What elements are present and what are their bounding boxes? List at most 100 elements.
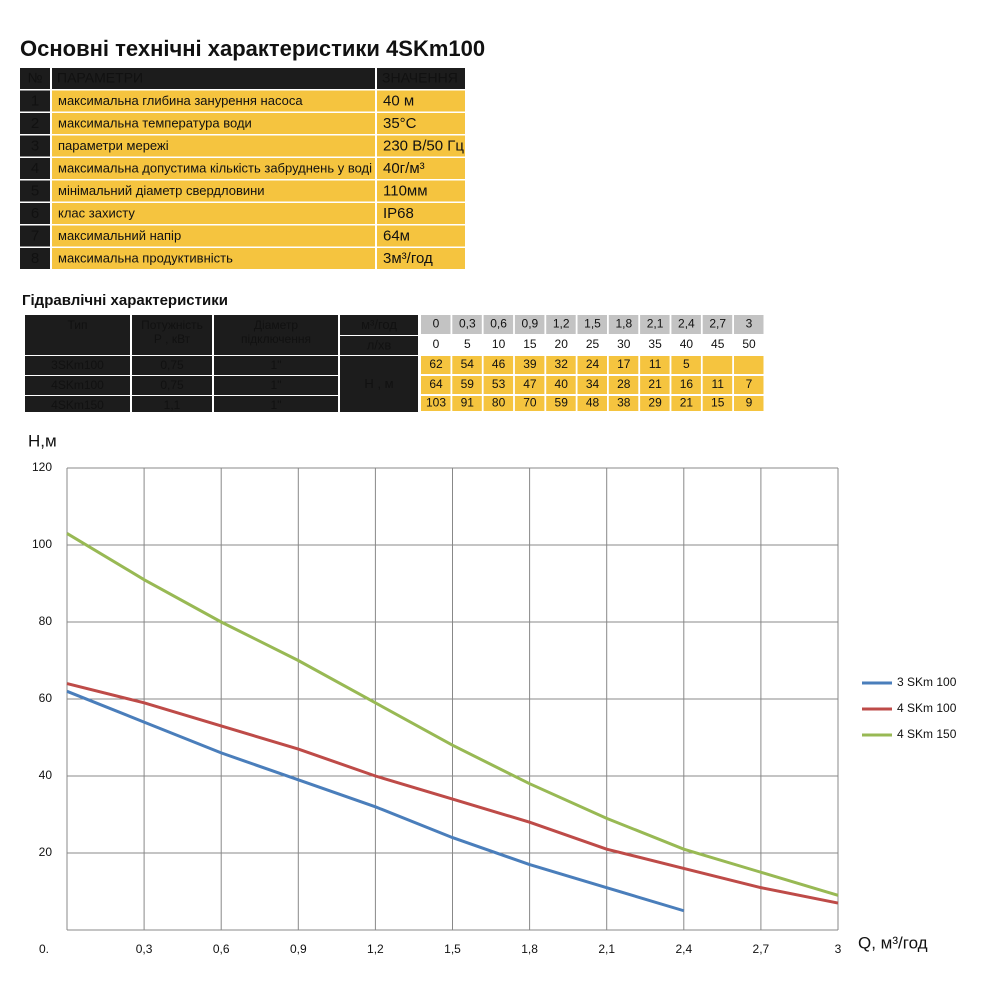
value-text: 11 <box>711 377 724 391</box>
value-cell <box>608 356 639 374</box>
value-text: 48 <box>586 396 600 410</box>
cell-text: максимальна допустима кількість забрудне… <box>58 160 372 175</box>
value-cell <box>640 356 670 374</box>
value-cell <box>483 396 514 411</box>
value-cell <box>546 356 576 374</box>
x-tick-label: 1,2 <box>367 942 384 956</box>
value-cell <box>452 396 482 411</box>
cell-text: 40г/м³ <box>383 160 425 177</box>
header-text: ПАРАМЕТРИ <box>57 70 143 86</box>
cell <box>25 356 130 375</box>
cell <box>52 180 375 202</box>
header-text: Діаметр <box>254 318 298 332</box>
header-cell <box>25 315 130 355</box>
cell-text: 6 <box>31 205 39 222</box>
cell <box>52 248 375 269</box>
value-cell <box>577 376 607 394</box>
value-text: 40 <box>555 377 569 391</box>
cell-text: максимальна температура води <box>58 115 252 130</box>
cell-text: 1,1 <box>164 398 181 412</box>
value-text: 53 <box>492 377 506 391</box>
y-tick-label: 40 <box>39 768 53 782</box>
cell <box>132 396 212 412</box>
value-text: 47 <box>523 377 537 391</box>
cell <box>132 376 212 395</box>
value-text: 34 <box>586 377 600 391</box>
cell-text: 4SKm150 <box>51 398 104 412</box>
value-cell <box>702 396 733 411</box>
cell <box>20 135 50 157</box>
value-text: 64 <box>429 377 443 391</box>
header-cell <box>132 315 212 355</box>
value-cell <box>577 336 607 354</box>
y-tick-label: 20 <box>39 845 53 859</box>
value-text: 38 <box>617 396 631 410</box>
value-cell <box>514 336 545 354</box>
cell-text: 0,75 <box>160 378 184 392</box>
cell <box>52 113 375 134</box>
value-cell <box>514 376 545 394</box>
cell <box>25 376 130 395</box>
value-cell <box>546 336 576 354</box>
cell <box>20 158 50 179</box>
value-text: 103 <box>426 396 446 410</box>
value-cell <box>483 356 514 374</box>
cell-text: параметри мережі <box>58 138 169 153</box>
value-cell <box>546 315 576 334</box>
value-text: 15 <box>711 396 725 410</box>
value-text: 28 <box>617 377 631 391</box>
value-text: 32 <box>555 357 569 371</box>
cell-text: 110мм <box>383 182 428 199</box>
value-cell <box>421 356 451 374</box>
x-tick-label: 0. <box>39 942 49 956</box>
header-text: Р , кВт <box>154 332 191 346</box>
value-cell <box>734 376 764 394</box>
value-text: 16 <box>680 377 694 391</box>
value-text: 17 <box>617 357 631 371</box>
cell <box>52 90 375 112</box>
unit-text: л/хв <box>367 337 392 352</box>
value-cell <box>577 396 607 411</box>
cell <box>377 180 465 202</box>
cell-text: 3SKm100 <box>51 358 104 372</box>
value-cell <box>608 376 639 394</box>
value-text: 39 <box>523 357 537 371</box>
series-line <box>66 532 839 897</box>
cell <box>20 203 50 224</box>
cell <box>377 203 465 224</box>
value-cell <box>514 396 545 411</box>
value-text: 0,6 <box>490 317 507 331</box>
cell-text: 3 <box>31 137 39 154</box>
cell <box>20 90 50 112</box>
value-cell <box>608 336 639 354</box>
value-text: 2,1 <box>647 317 664 331</box>
cell-text: 64м <box>383 227 410 244</box>
x-tick-label: 3 <box>835 942 842 956</box>
value-cell <box>702 376 733 394</box>
cell-text: максимальний напір <box>58 228 181 243</box>
value-cell <box>702 356 733 374</box>
cell <box>377 225 465 247</box>
y-axis-label: Н,м <box>28 431 57 450</box>
cell-text: 4SKm100 <box>51 378 104 392</box>
cell <box>20 225 50 247</box>
header-text: ЗНАЧЕННЯ <box>382 70 458 86</box>
value-cell <box>546 376 576 394</box>
unit-cell <box>340 336 418 355</box>
unit-text: Н , м <box>364 376 393 391</box>
value-text: 24 <box>586 357 600 371</box>
value-text: 21 <box>680 396 694 410</box>
x-tick-label: 0,6 <box>213 942 230 956</box>
cell-text: 3м³/год <box>383 250 433 267</box>
x-tick-label: 2,7 <box>753 942 770 956</box>
value-text: 35 <box>648 337 662 351</box>
cell <box>377 158 465 179</box>
cell <box>25 396 130 412</box>
cell <box>20 180 50 202</box>
header-cell <box>20 68 50 89</box>
y-tick-label: 120 <box>32 460 52 474</box>
unit-cell <box>340 356 418 412</box>
value-cell <box>514 315 545 334</box>
value-cell <box>671 336 701 354</box>
